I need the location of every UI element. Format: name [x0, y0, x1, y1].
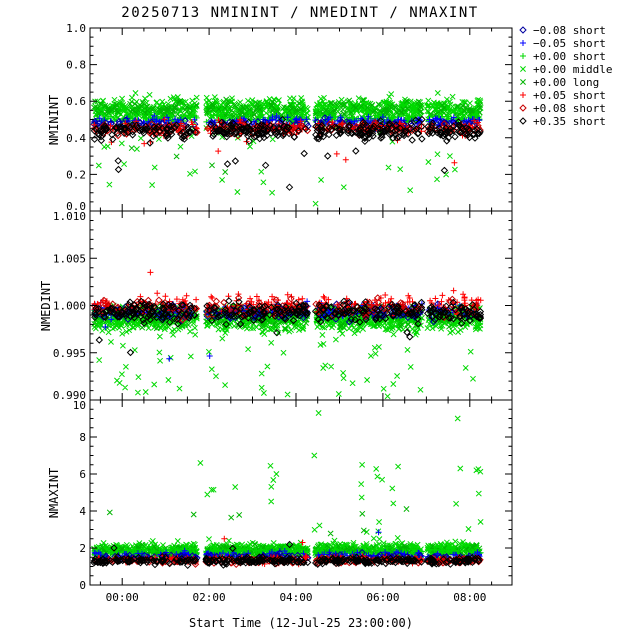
plot-dynamic-content: 0.0 0.2 0.4 0.6 0.8 1.0 0.990 0.995 1.000 1.005 1.… [53, 22, 613, 604]
y-axis-title-nmaxint: NMAXINT [47, 468, 61, 519]
legend-0-00-long-symbol-icon [520, 79, 526, 85]
y-tick-label: 0.990 [53, 389, 86, 402]
y-tick-label: 4 [79, 505, 86, 518]
y-tick-label: 10 [73, 399, 86, 412]
y-tick-label: 0.8 [66, 59, 86, 72]
y-tick-label: 0.4 [66, 132, 86, 145]
legend-0-35-short-symbol-icon [519, 117, 527, 125]
series-0-00-long [91, 96, 483, 175]
x-tick-label: 02:00 [193, 591, 226, 604]
chart-title: 20250713 NMININT / NMEDINT / NMAXINT [121, 5, 478, 21]
series-0-35-short [91, 297, 485, 357]
legend-item: −0.05 short [520, 37, 606, 50]
y-axis-title-nmedint: NMEDINT [39, 281, 53, 332]
series-0-35-short [90, 115, 484, 191]
y-tick-label: 1.0 [66, 22, 86, 35]
legend-item: +0.35 short [519, 115, 606, 128]
legend-0-08-short-symbol-icon [519, 104, 527, 112]
legend-label: +0.00 long [533, 76, 599, 89]
x-tick-label: 06:00 [366, 591, 399, 604]
legend-0-08-short-symbol-icon [519, 26, 527, 34]
panel-nmedint-points [90, 269, 485, 400]
legend-0-00-short-symbol-icon [520, 53, 526, 59]
legend-0-05-short-symbol-icon [520, 40, 526, 46]
y-tick-label: 0.995 [53, 347, 86, 360]
legend-0-05-short-symbol-icon [520, 92, 526, 98]
legend-label: +0.08 short [533, 102, 606, 115]
y-tick-label: 6 [79, 468, 86, 481]
legend-item: +0.00 long [520, 76, 599, 89]
y-tick-label: 1.010 [53, 210, 86, 223]
axis-ticks [90, 210, 512, 401]
legend-item: −0.08 short [519, 24, 606, 37]
legend-label: +0.35 short [533, 115, 606, 128]
legend-item: +0.00 middle [520, 63, 612, 76]
y-tick-label: 8 [79, 431, 86, 444]
y-tick-label: 0 [79, 579, 86, 592]
y-tick-label: 1.000 [53, 300, 86, 313]
series-0-35-short [90, 540, 483, 570]
x-tick-label: 04:00 [279, 591, 312, 604]
y-tick-label: 0.0 [66, 200, 86, 213]
y-tick-label: 2 [79, 542, 86, 555]
series-0-00-middle [91, 410, 484, 562]
y-tick-label: 1.005 [53, 252, 86, 265]
axis-ticks [90, 27, 512, 212]
x-tick-label: 08:00 [453, 591, 486, 604]
y-axis-title-nminint: NMININT [47, 95, 61, 146]
legend-label: −0.05 short [533, 37, 606, 50]
legend-label: +0.05 short [533, 89, 606, 102]
legend-item: +0.00 short [520, 50, 606, 63]
y-tick-label: 0.6 [66, 95, 86, 108]
legend-item: +0.05 short [520, 89, 606, 102]
x-axis-title: Start Time (12-Jul-25 23:00:00) [189, 616, 413, 630]
legend-item: +0.08 short [519, 102, 606, 115]
legend-label: +0.00 short [533, 50, 606, 63]
y-tick-label: 0.2 [66, 168, 86, 181]
x-tick-label: 00:00 [106, 591, 139, 604]
legend-label: +0.00 middle [533, 63, 612, 76]
legend-0-00-middle-symbol-icon [520, 66, 526, 72]
axis-ticks [90, 399, 512, 586]
panel-nminint-points [90, 90, 484, 207]
legend-label: −0.08 short [533, 24, 606, 37]
panel-nmaxint-points [90, 410, 484, 570]
